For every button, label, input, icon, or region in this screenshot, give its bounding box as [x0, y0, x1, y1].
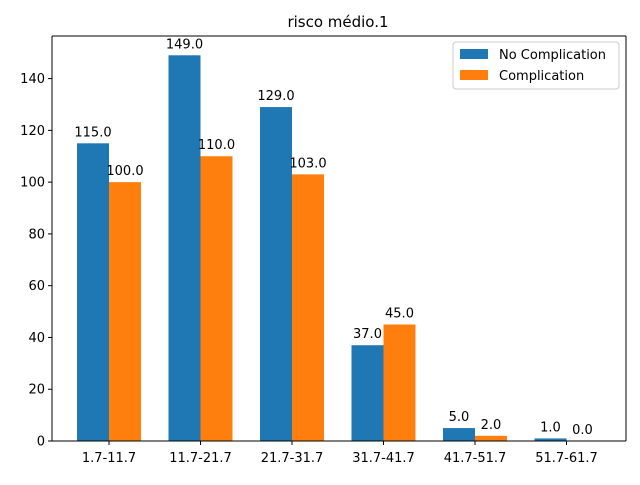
- bar-no-complication-2: [260, 107, 292, 441]
- bar-complication-2: [292, 174, 324, 441]
- x-tick-label: 31.7-41.7: [352, 451, 415, 466]
- x-tick-label: 21.7-31.7: [261, 451, 324, 466]
- y-tick-label: 100: [20, 176, 45, 191]
- bar-complication-0: [109, 182, 141, 441]
- y-tick-label: 0: [37, 435, 45, 450]
- data-label: 149.0: [166, 37, 203, 52]
- plot-area: 115.0 149.0 129.0 37.0 5.0 1.0 100.0 110.0 103.0…: [20, 35, 627, 466]
- legend-swatch: [460, 49, 488, 59]
- data-label: 103.0: [289, 156, 326, 171]
- y-tick-label: 20: [28, 383, 45, 398]
- data-label: 5.0: [449, 410, 470, 425]
- x-tick-label: 51.7-61.7: [535, 451, 598, 466]
- data-label: 45.0: [385, 307, 414, 322]
- data-label: 129.0: [257, 89, 294, 104]
- x-tick-label: 1.7-11.7: [82, 451, 136, 466]
- legend-swatch: [460, 70, 488, 80]
- legend-label: No Complication: [499, 48, 606, 63]
- bar-no-complication-3: [351, 345, 384, 441]
- x-tick-label: 41.7-51.7: [444, 451, 507, 466]
- y-tick-label: 80: [28, 227, 45, 242]
- bar-complication-1: [200, 156, 233, 441]
- data-label: 100.0: [106, 164, 143, 179]
- y-tick-label: 40: [28, 331, 45, 346]
- bar-no-complication-1: [168, 55, 201, 442]
- data-label: 110.0: [198, 138, 235, 153]
- bar-no-complication-4: [443, 428, 475, 441]
- bar-no-complication-0: [77, 143, 109, 441]
- bar-complication-3: [383, 324, 416, 441]
- data-label: 0.0: [572, 423, 593, 438]
- y-tick-label: 120: [20, 124, 45, 139]
- data-label: 2.0: [481, 418, 502, 433]
- chart-title: risco médio.1: [287, 13, 388, 31]
- x-tick-label: 11.7-21.7: [169, 451, 232, 466]
- y-tick-label: 140: [20, 72, 45, 87]
- data-label: 115.0: [74, 125, 111, 140]
- legend-box: [452, 41, 620, 90]
- data-label: 37.0: [353, 327, 382, 342]
- legend-label: Complication: [499, 69, 584, 84]
- data-label: 1.0: [540, 420, 561, 435]
- legend: No Complication Complication: [452, 41, 620, 90]
- bar-complication-4: [475, 435, 507, 441]
- y-tick-label: 60: [28, 279, 45, 294]
- bar-no-complication-5: [534, 438, 567, 441]
